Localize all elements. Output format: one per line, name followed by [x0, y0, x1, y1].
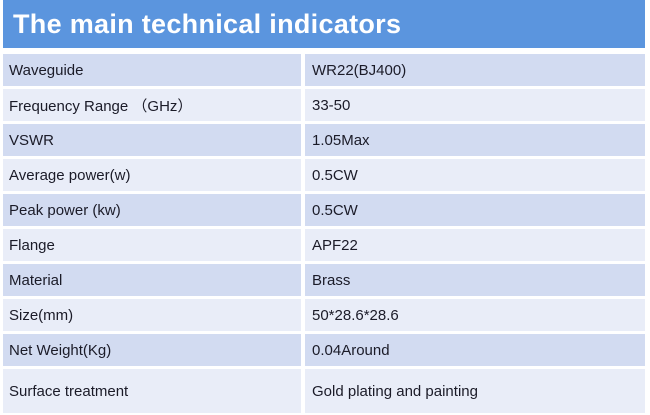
row-label: Net Weight(Kg)	[3, 334, 301, 366]
row-value: 33-50	[305, 89, 645, 121]
row-label: Average power(w)	[3, 159, 301, 191]
row-label: Frequency Range （GHz）	[3, 89, 301, 121]
row-label: Waveguide	[3, 54, 301, 86]
row-label: Surface treatment	[3, 369, 301, 413]
row-value: Brass	[305, 264, 645, 296]
row-value: 0.5CW	[305, 159, 645, 191]
row-label: Peak power (kw)	[3, 194, 301, 226]
page-title: The main technical indicators	[13, 8, 402, 39]
table-row: Frequency Range （GHz） 33-50	[3, 89, 645, 121]
table-title-bar: The main technical indicators	[3, 0, 645, 48]
table-row: Peak power (kw) 0.5CW	[3, 194, 645, 226]
table-row: Material Brass	[3, 264, 645, 296]
table-row: Net Weight(Kg) 0.04Around	[3, 334, 645, 366]
row-value: 0.5CW	[305, 194, 645, 226]
table-row: Average power(w) 0.5CW	[3, 159, 645, 191]
row-label: Flange	[3, 229, 301, 261]
row-value: Gold plating and painting	[305, 369, 645, 413]
row-value: WR22(BJ400)	[305, 54, 645, 86]
row-label: Material	[3, 264, 301, 296]
table-row: Flange APF22	[3, 229, 645, 261]
row-value: 1.05Max	[305, 124, 645, 156]
table-row: Size(mm) 50*28.6*28.6	[3, 299, 645, 331]
row-value: 0.04Around	[305, 334, 645, 366]
table-row: VSWR 1.05Max	[3, 124, 645, 156]
technical-indicators-table: Waveguide WR22(BJ400) Frequency Range （G…	[3, 54, 645, 413]
row-label: VSWR	[3, 124, 301, 156]
row-value: 50*28.6*28.6	[305, 299, 645, 331]
row-label: Size(mm)	[3, 299, 301, 331]
table-row: Waveguide WR22(BJ400)	[3, 54, 645, 86]
row-value: APF22	[305, 229, 645, 261]
table-row: Surface treatment Gold plating and paint…	[3, 369, 645, 413]
